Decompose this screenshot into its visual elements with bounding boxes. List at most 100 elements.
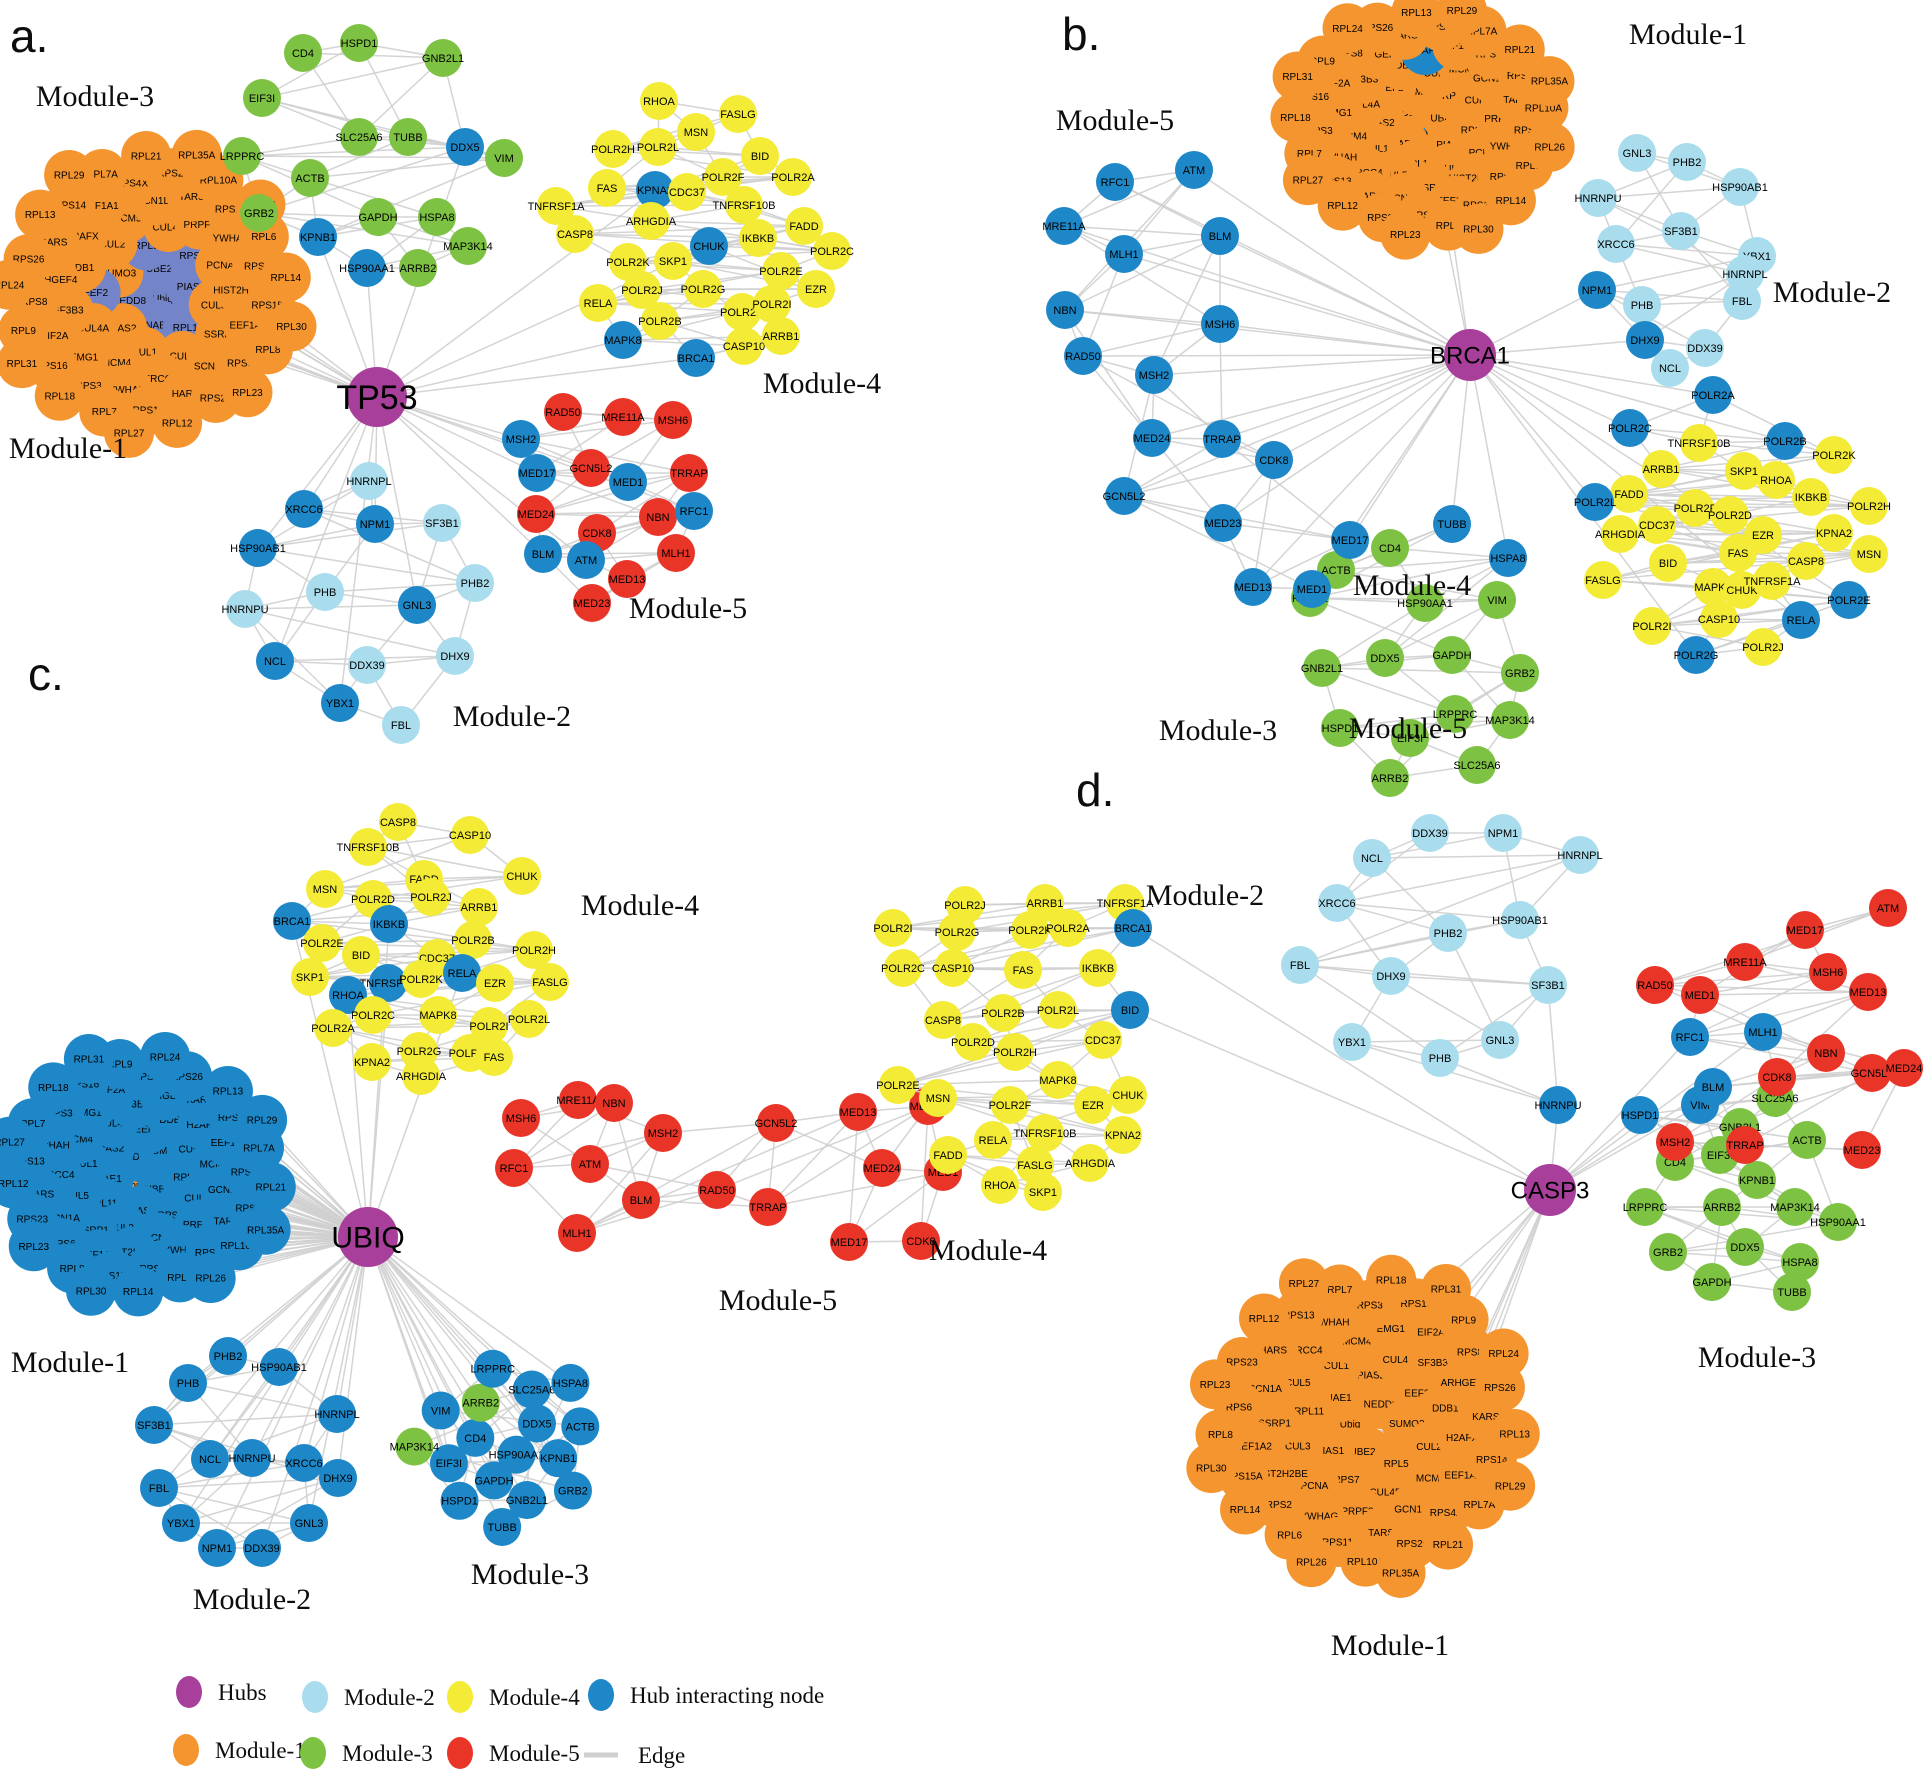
node-c-TRRAP[interactable] bbox=[749, 1188, 787, 1226]
node-a-POLR2L[interactable] bbox=[639, 128, 677, 166]
node-c-SF3B1[interactable] bbox=[135, 1406, 173, 1444]
node-d-MED17[interactable] bbox=[1786, 911, 1824, 949]
node-a-HSP90AA1[interactable] bbox=[348, 249, 386, 287]
node-c-ARRB1[interactable] bbox=[460, 888, 498, 926]
node-a-ARRB2[interactable] bbox=[399, 249, 437, 287]
node-a-POLR2I[interactable] bbox=[753, 285, 791, 323]
node-a-MSH6[interactable] bbox=[654, 401, 692, 439]
node-d-HSPA8[interactable] bbox=[1781, 1243, 1819, 1281]
node-d-CASP8[interactable] bbox=[924, 1001, 962, 1039]
node-b-EIF3I[interactable] bbox=[1391, 719, 1429, 757]
node-a-FADD[interactable] bbox=[785, 207, 823, 245]
node-d-TUBB[interactable] bbox=[1773, 1273, 1811, 1311]
node-b-POLR2D[interactable] bbox=[1711, 496, 1749, 534]
node-c-FASLG[interactable] bbox=[531, 963, 569, 1001]
node-b-RPL14[interactable] bbox=[1485, 175, 1536, 226]
node-c-RPL31[interactable] bbox=[63, 1034, 114, 1085]
node-d-CDK8[interactable] bbox=[1758, 1058, 1796, 1096]
node-c-VIM[interactable] bbox=[421, 1391, 460, 1430]
node-b-LRPPRC[interactable] bbox=[1436, 695, 1474, 733]
node-d-HNRNPU[interactable] bbox=[1539, 1086, 1577, 1124]
node-c-POLR2E[interactable] bbox=[303, 924, 341, 962]
node-d-EZR[interactable] bbox=[1074, 1086, 1112, 1124]
node-a-MSN[interactable] bbox=[677, 113, 715, 151]
node-a-TUBB[interactable] bbox=[389, 118, 427, 156]
node-c-MED13[interactable] bbox=[839, 1093, 877, 1131]
node-a-GNB2L1[interactable] bbox=[424, 39, 462, 77]
node-d-RPL35A[interactable] bbox=[1375, 1547, 1426, 1598]
node-c-DHX9[interactable] bbox=[319, 1459, 357, 1497]
node-c-MSN[interactable] bbox=[306, 870, 344, 908]
node-b-MED17[interactable] bbox=[1331, 521, 1369, 559]
node-b-MED24[interactable] bbox=[1133, 419, 1171, 457]
hub-node-TP53[interactable] bbox=[347, 367, 407, 427]
node-d-RHOA[interactable] bbox=[981, 1166, 1019, 1204]
node-a-TNFRSF1A[interactable] bbox=[537, 187, 575, 225]
node-b-TNFRSF1A[interactable] bbox=[1753, 562, 1791, 600]
node-d-POLR2L[interactable] bbox=[1039, 991, 1077, 1029]
node-b-PHB[interactable] bbox=[1623, 286, 1661, 324]
node-a-DHX9[interactable] bbox=[436, 637, 474, 675]
node-a-CDC37[interactable] bbox=[668, 173, 706, 211]
node-a-GAPDH[interactable] bbox=[359, 198, 397, 236]
node-d-KPNB1[interactable] bbox=[1738, 1161, 1776, 1199]
node-d-TRRAP[interactable] bbox=[1726, 1126, 1764, 1164]
node-a-GNL3[interactable] bbox=[398, 586, 436, 624]
node-c-POLR2J[interactable] bbox=[412, 878, 450, 916]
node-a-CASP8[interactable] bbox=[556, 215, 594, 253]
node-d-RPL31[interactable] bbox=[1420, 1263, 1471, 1314]
node-c-GRB2[interactable] bbox=[553, 1471, 592, 1510]
node-d-RFC1[interactable] bbox=[1671, 1018, 1709, 1056]
node-b-PHB2[interactable] bbox=[1668, 143, 1706, 181]
node-a-MED23[interactable] bbox=[573, 584, 611, 622]
node-d-RPL13[interactable] bbox=[1489, 1408, 1540, 1459]
node-b-CDC37[interactable] bbox=[1638, 506, 1676, 544]
node-b-VIM[interactable] bbox=[1478, 581, 1516, 619]
node-a-ARRB1[interactable] bbox=[762, 317, 800, 355]
node-d-BRCA1[interactable] bbox=[1114, 909, 1152, 947]
node-c-RPL30[interactable] bbox=[66, 1265, 117, 1316]
node-b-CASP10[interactable] bbox=[1700, 600, 1738, 638]
node-c-KPNA2[interactable] bbox=[353, 1043, 391, 1081]
node-a-RPL35A[interactable] bbox=[171, 129, 222, 180]
node-d-POLR2E[interactable] bbox=[879, 1066, 917, 1104]
node-a-CD4[interactable] bbox=[284, 34, 322, 72]
node-c-FBL[interactable] bbox=[140, 1469, 178, 1507]
node-c-MED24[interactable] bbox=[863, 1149, 901, 1187]
node-d-CDC37[interactable] bbox=[1084, 1021, 1122, 1059]
node-d-NCL[interactable] bbox=[1353, 839, 1391, 877]
node-d-GCN5L2[interactable] bbox=[1853, 1054, 1891, 1092]
node-d-HNRNPL[interactable] bbox=[1561, 836, 1599, 874]
node-a-GRB2[interactable] bbox=[240, 194, 278, 232]
node-d-ATM[interactable] bbox=[1869, 889, 1907, 927]
node-d-ACTB[interactable] bbox=[1788, 1121, 1826, 1159]
node-d-NBN[interactable] bbox=[1807, 1034, 1845, 1072]
node-b-GNL3[interactable] bbox=[1618, 134, 1656, 172]
node-b-MLH1[interactable] bbox=[1105, 235, 1143, 273]
node-b-RFC1[interactable] bbox=[1096, 163, 1134, 201]
node-c-RPL27[interactable] bbox=[0, 1116, 35, 1167]
node-c-CDK8[interactable] bbox=[902, 1222, 940, 1260]
node-d-RPL27[interactable] bbox=[1278, 1258, 1329, 1309]
node-c-DDX5[interactable] bbox=[517, 1404, 556, 1443]
node-c-MED17[interactable] bbox=[830, 1223, 868, 1261]
node-c-MSH2[interactable] bbox=[644, 1114, 682, 1152]
node-b-MED13[interactable] bbox=[1234, 568, 1272, 606]
node-d-TNFRSF10B[interactable] bbox=[1026, 1114, 1064, 1152]
node-a-RPL23[interactable] bbox=[222, 367, 273, 418]
node-b-IKBKB[interactable] bbox=[1792, 478, 1830, 516]
node-d-POLR2C[interactable] bbox=[884, 949, 922, 987]
node-a-BLM[interactable] bbox=[524, 535, 562, 573]
node-d-GRB2[interactable] bbox=[1649, 1233, 1687, 1271]
node-c-POLR2H[interactable] bbox=[515, 931, 553, 969]
node-c-HNRNPL[interactable] bbox=[318, 1395, 356, 1433]
node-a-ATM[interactable] bbox=[567, 541, 605, 579]
node-a-POLR2G[interactable] bbox=[684, 270, 722, 308]
node-d-DDX5[interactable] bbox=[1726, 1228, 1764, 1266]
node-b-TNFRSF10B[interactable] bbox=[1680, 424, 1718, 462]
node-a-POLR2E[interactable] bbox=[762, 252, 800, 290]
node-c-POLR2K[interactable] bbox=[402, 960, 440, 998]
node-d-RELA[interactable] bbox=[974, 1121, 1012, 1159]
node-c-TNFRSF10B[interactable] bbox=[349, 828, 387, 866]
node-c-DDX39[interactable] bbox=[243, 1529, 281, 1567]
